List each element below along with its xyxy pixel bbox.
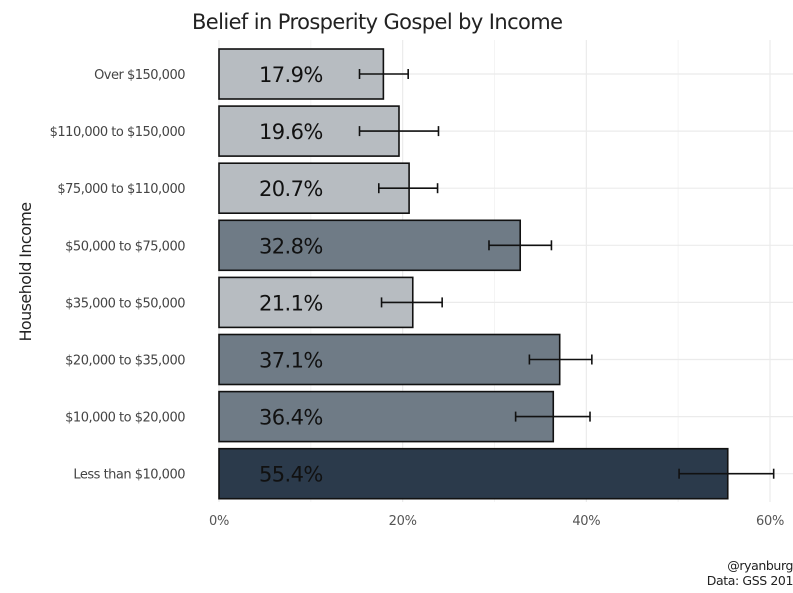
bar bbox=[218, 219, 522, 272]
error-bars bbox=[358, 69, 775, 479]
x-tick-label: 60% bbox=[756, 514, 784, 529]
bar bbox=[218, 333, 561, 386]
x-tick-label: 20% bbox=[389, 514, 417, 529]
x-tick-label: 40% bbox=[572, 514, 600, 529]
bar bbox=[218, 162, 410, 214]
data-label: 55.4% bbox=[259, 463, 323, 487]
bar bbox=[218, 48, 385, 100]
category-label: $10,000 to $20,000 bbox=[65, 411, 185, 426]
category-label: Over $150,000 bbox=[94, 68, 185, 83]
category-label: $110,000 to $150,000 bbox=[50, 125, 186, 140]
y-axis-title: Household Income bbox=[16, 202, 35, 341]
category-label: Less than $10,000 bbox=[73, 468, 185, 483]
category-label: $35,000 to $50,000 bbox=[65, 296, 185, 311]
bar bbox=[218, 276, 414, 329]
bar bbox=[218, 447, 729, 500]
data-label: 36.4% bbox=[259, 406, 323, 430]
data-label: 20.7% bbox=[259, 177, 323, 201]
chart-title: Belief in Prosperity Gospel by Income bbox=[192, 10, 562, 34]
data-label: 21.1% bbox=[259, 291, 323, 315]
x-tick-labels: 0% 20% 40% 60% bbox=[209, 514, 784, 529]
category-label: $20,000 to $35,000 bbox=[65, 354, 185, 369]
category-labels: Over $150,000 $110,000 to $150,000 $75,000… bbox=[50, 68, 186, 483]
x-tick-label: 0% bbox=[209, 514, 229, 529]
category-label: $75,000 to $110,000 bbox=[57, 182, 185, 197]
data-label: 19.6% bbox=[259, 120, 323, 144]
data-label: 32.8% bbox=[259, 234, 323, 258]
data-label: 17.9% bbox=[259, 63, 323, 87]
caption-handle: @ryanburg bbox=[727, 558, 793, 573]
data-label: 37.1% bbox=[259, 349, 323, 373]
data-labels: 17.9% 19.6% 20.7% 32.8% 21.1% 37.1% 36.4% 55.4% bbox=[259, 63, 323, 487]
bars bbox=[218, 48, 729, 500]
category-label: $50,000 to $75,000 bbox=[65, 239, 185, 254]
caption-source: Data: GSS 201 bbox=[707, 573, 793, 588]
bar bbox=[218, 390, 555, 443]
